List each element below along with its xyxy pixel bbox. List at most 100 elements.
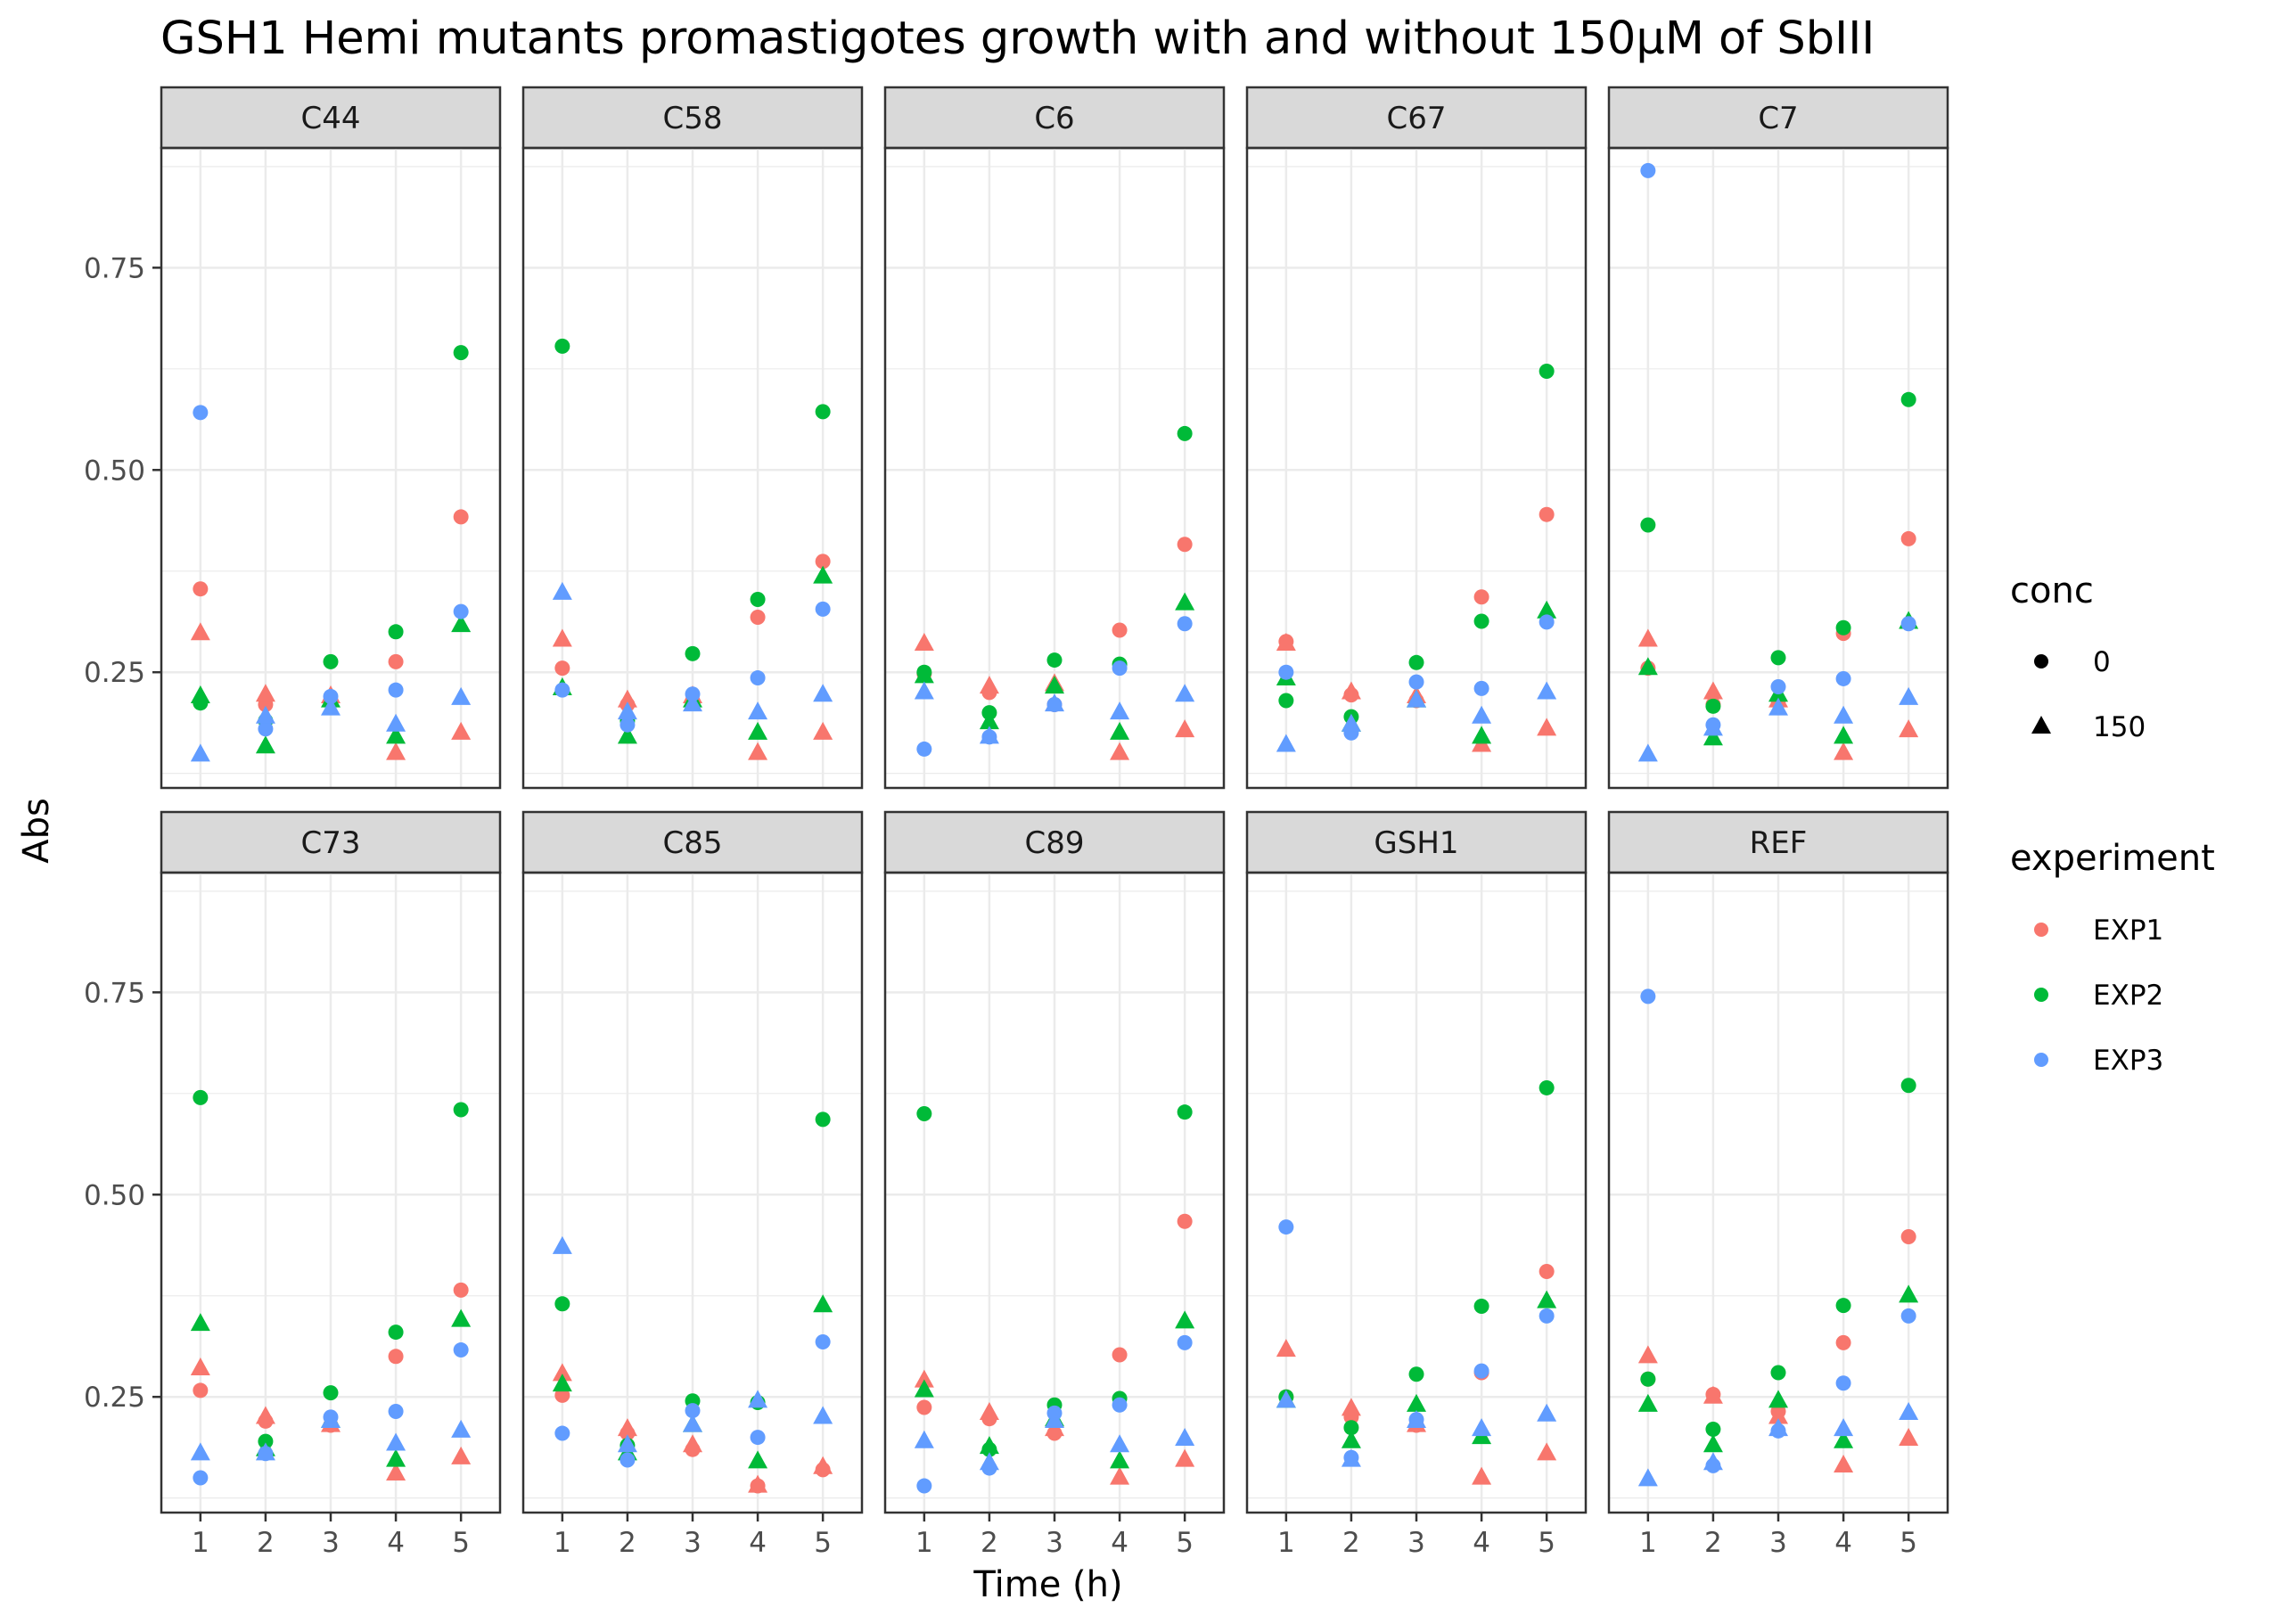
data-point-exp3-conc150 <box>1175 684 1195 702</box>
panel-border <box>1245 146 1588 790</box>
facet-strip <box>1607 86 1949 150</box>
facet-panel-C67: C67 <box>1245 86 1588 790</box>
data-point-exp2-conc0 <box>1705 1422 1721 1438</box>
data-point-exp3-conc150 <box>1637 743 1658 762</box>
data-point-exp3-conc150 <box>451 1419 472 1438</box>
data-point-exp2-conc150 <box>1407 1393 1426 1412</box>
data-point-exp3-conc0 <box>1539 1308 1555 1324</box>
data-point-exp1-conc150 <box>1110 742 1130 760</box>
data-point-exp3-conc150 <box>1703 1452 1723 1471</box>
data-point-exp1-conc0 <box>1900 530 1916 546</box>
facet-panel-C44: C44 0.25 0.50 0.75 <box>84 86 502 790</box>
data-point-exp1-conc150 <box>190 1357 210 1376</box>
x-tick-label: 5 <box>1176 1527 1194 1559</box>
x-tick-label: 2 <box>1342 1527 1360 1559</box>
data-point-exp1-conc0 <box>453 509 469 525</box>
panel-border <box>521 146 864 790</box>
data-point-exp3-conc150 <box>683 693 702 712</box>
data-point-exp2-conc150 <box>1768 1390 1788 1408</box>
data-point-exp1-conc150 <box>1637 628 1658 647</box>
data-point-exp2-conc0 <box>916 1105 932 1121</box>
data-point-exp2-conc0 <box>1408 654 1424 670</box>
data-point-exp3-conc0 <box>1112 660 1128 677</box>
x-tick-label: 3 <box>1407 1527 1425 1559</box>
panel-border <box>1607 146 1949 790</box>
data-point-exp1-conc150 <box>1834 742 1854 760</box>
data-point-exp1-conc150 <box>1276 633 1296 652</box>
data-point-exp1-conc150 <box>617 689 637 708</box>
legend-conc: conc 0 150 <box>2010 570 2146 743</box>
legend-experiment-label: EXP1 <box>2093 915 2163 947</box>
data-point-exp1-conc150 <box>748 1474 768 1493</box>
data-point-exp3-conc0 <box>1640 162 1656 178</box>
data-point-exp3-conc150 <box>1407 689 1426 708</box>
facet-strip-label: C89 <box>1024 825 1084 861</box>
data-point-exp2-conc0 <box>1177 1104 1193 1120</box>
data-point-exp1-conc150 <box>386 742 406 760</box>
data-point-exp3-conc150 <box>552 581 572 600</box>
data-point-exp2-conc150 <box>1834 1430 1854 1448</box>
data-point-exp3-conc150 <box>914 1430 934 1448</box>
data-point-exp1-conc150 <box>748 742 768 760</box>
data-point-exp3-conc0 <box>388 1404 404 1420</box>
data-point-exp1-conc150 <box>451 721 472 740</box>
data-point-exp3-conc150 <box>748 1390 768 1408</box>
legend-conc-label: 0 <box>2093 646 2111 678</box>
data-point-exp1-conc150 <box>813 1456 833 1474</box>
data-point-exp2-conc150 <box>190 685 210 704</box>
data-point-exp2-conc0 <box>1539 364 1555 380</box>
facet-panel-C85: C85 1 2 3 4 5 <box>521 810 864 1559</box>
facet-panel-C6: C6 <box>883 86 1226 790</box>
data-point-exp3-conc0 <box>1278 664 1294 680</box>
data-point-exp3-conc150 <box>1768 697 1788 716</box>
data-point-exp3-conc0 <box>1177 1334 1193 1350</box>
x-tick-label: 2 <box>257 1527 275 1559</box>
facet-strip <box>160 86 502 150</box>
x-tick-label: 3 <box>322 1527 340 1559</box>
data-point-exp2-conc150 <box>979 1436 999 1455</box>
data-point-exp2-conc0 <box>1046 652 1063 668</box>
data-point-exp3-conc0 <box>1473 1363 1489 1379</box>
x-tick-label: 1 <box>554 1527 571 1559</box>
x-tick-label: 5 <box>1900 1527 1917 1559</box>
data-point-exp3-conc150 <box>1276 734 1296 752</box>
data-point-exp2-conc0 <box>388 1325 404 1341</box>
data-point-exp2-conc150 <box>748 1450 768 1469</box>
data-point-exp1-conc0 <box>193 1382 209 1398</box>
data-point-exp1-conc0 <box>1835 1334 1851 1350</box>
data-point-exp2-conc150 <box>914 665 934 684</box>
legend-key-exp2 <box>2034 988 2048 1002</box>
data-point-exp3-conc150 <box>386 713 406 732</box>
x-tick-label: 4 <box>1834 1527 1852 1559</box>
data-point-exp3-conc150 <box>386 1432 406 1451</box>
x-tick-label: 5 <box>452 1527 470 1559</box>
data-point-exp1-conc150 <box>1899 1427 1919 1446</box>
data-point-exp1-conc0 <box>1112 622 1128 638</box>
facet-strip <box>1245 86 1588 150</box>
data-point-exp1-conc0 <box>388 1349 404 1365</box>
data-point-exp1-conc150 <box>683 1434 702 1453</box>
data-point-exp2-conc150 <box>748 721 768 740</box>
y-tick-label: 0.75 <box>84 977 145 1009</box>
data-point-exp3-conc0 <box>453 603 469 619</box>
data-point-exp2-conc150 <box>1045 676 1064 694</box>
data-point-exp1-conc0 <box>916 1399 932 1415</box>
data-point-exp1-conc150 <box>1341 1398 1361 1416</box>
data-point-exp3-conc150 <box>617 701 637 720</box>
x-tick-label: 2 <box>619 1527 636 1559</box>
data-point-exp3-conc150 <box>1110 701 1130 720</box>
data-point-exp1-conc150 <box>914 1369 934 1388</box>
data-point-exp2-conc0 <box>815 404 831 420</box>
data-point-exp1-conc150 <box>386 1463 406 1481</box>
data-point-exp2-conc150 <box>1637 1393 1658 1412</box>
data-point-exp1-conc0 <box>554 660 570 677</box>
data-point-exp2-conc150 <box>1703 727 1723 746</box>
data-point-exp3-conc150 <box>1637 1468 1658 1487</box>
data-point-exp1-conc150 <box>617 1418 637 1437</box>
data-point-exp3-conc150 <box>1341 1448 1361 1467</box>
data-point-exp2-conc0 <box>1900 391 1916 407</box>
data-point-exp2-conc0 <box>323 1385 339 1401</box>
data-point-exp3-conc150 <box>914 681 934 700</box>
facet-panel-C73: C73 0.25 0.50 0.75 1 2 3 4 5 <box>84 810 502 1559</box>
